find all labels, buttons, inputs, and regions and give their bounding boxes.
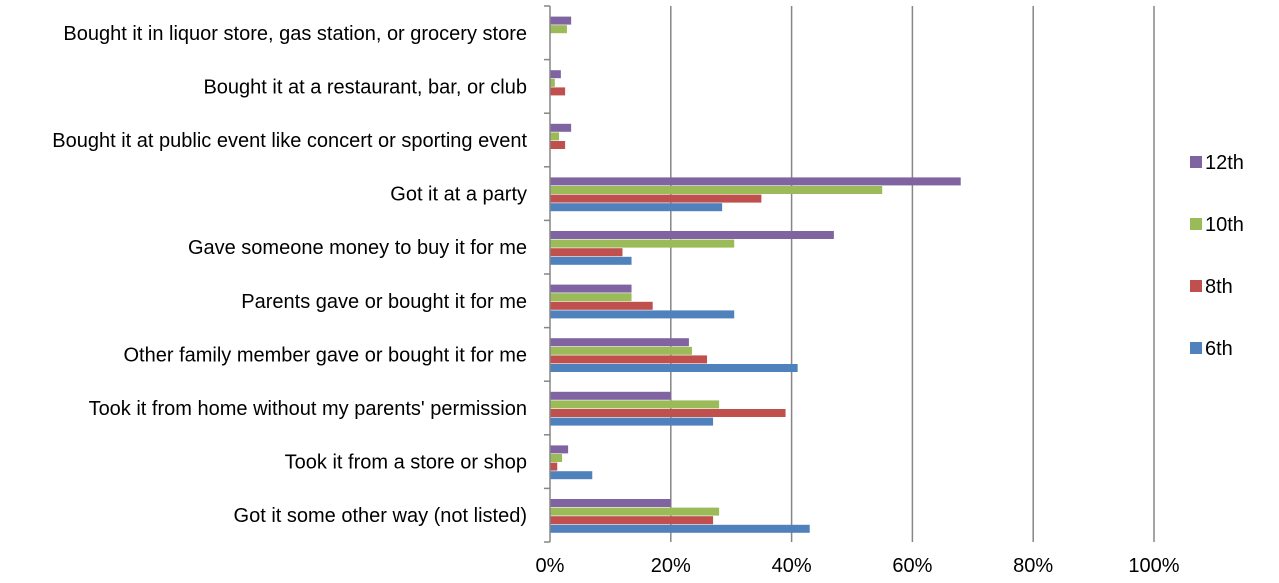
bar-8th	[550, 141, 566, 149]
bars	[550, 16, 961, 533]
bar-6th	[550, 310, 735, 319]
bar-10th	[550, 25, 567, 34]
bar-12th	[550, 123, 572, 132]
bar-6th	[550, 417, 714, 426]
gridlines	[670, 6, 1155, 542]
bar-10th	[550, 507, 720, 516]
bar-6th	[550, 364, 798, 372]
legend: 12th 10th 8th 6th	[1190, 152, 1244, 360]
bar-10th	[550, 186, 883, 194]
x-tick-label: 20%	[651, 555, 691, 577]
category-label: Parents gave or bought it for me	[241, 291, 527, 313]
bar-12th	[550, 391, 671, 400]
category-label: Took it from home without my parents' pe…	[89, 398, 527, 420]
bar-10th	[550, 346, 692, 355]
bar-8th	[550, 194, 762, 203]
bar-12th	[550, 70, 561, 79]
category-label: Bought it in liquor store, gas station, …	[63, 23, 527, 45]
legend-swatch-6th	[1190, 342, 1202, 354]
axes	[544, 5, 551, 543]
x-tick-labels: 0% 20% 40% 60% 80% 100%	[536, 555, 1180, 577]
legend-swatch-8th	[1190, 280, 1202, 292]
bar-10th	[550, 78, 555, 87]
bar-10th	[550, 400, 720, 409]
bar-12th	[550, 16, 572, 25]
legend-swatch-10th	[1190, 218, 1202, 230]
bar-8th	[550, 409, 786, 417]
bar-10th	[550, 454, 563, 462]
category-label: Other family member gave or bought it fo…	[124, 344, 528, 366]
category-label: Took it from a store or shop	[285, 452, 527, 474]
legend-label: 10th	[1205, 214, 1244, 236]
bar-12th	[550, 499, 671, 507]
category-label: Gave someone money to buy it for me	[188, 237, 527, 259]
category-label: Got it some other way (not listed)	[234, 505, 527, 527]
bar-6th	[550, 203, 723, 212]
bar-12th	[550, 231, 834, 239]
category-label: Got it at a party	[390, 184, 527, 206]
category-label: Bought it at a restaurant, bar, or club	[203, 76, 527, 98]
bar-8th	[550, 248, 623, 257]
bar-12th	[550, 445, 569, 454]
legend-label: 6th	[1205, 338, 1233, 360]
bar-6th	[550, 471, 593, 480]
bar-8th	[550, 462, 558, 471]
bar-8th	[550, 516, 714, 525]
bar-8th	[550, 355, 708, 364]
x-tick-label: 0%	[536, 555, 565, 577]
bar-10th	[550, 132, 560, 141]
bar-10th	[550, 239, 735, 248]
bar-6th	[550, 524, 810, 533]
legend-swatch-12th	[1190, 156, 1202, 168]
x-tick-label: 100%	[1128, 555, 1179, 577]
bar-12th	[550, 177, 961, 186]
x-tick-label: 60%	[892, 555, 932, 577]
legend-label: 8th	[1205, 276, 1233, 298]
bar-12th	[550, 338, 689, 347]
bar-10th	[550, 293, 632, 302]
bar-8th	[550, 301, 653, 310]
bar-6th	[550, 256, 632, 265]
legend-label: 12th	[1205, 152, 1244, 174]
bar-8th	[550, 87, 566, 96]
bar-12th	[550, 284, 632, 293]
category-labels: Bought it in liquor store, gas station, …	[52, 23, 527, 527]
x-tick-label: 40%	[772, 555, 812, 577]
x-tick-label: 80%	[1013, 555, 1053, 577]
category-label: Bought it at public event like concert o…	[52, 130, 527, 152]
